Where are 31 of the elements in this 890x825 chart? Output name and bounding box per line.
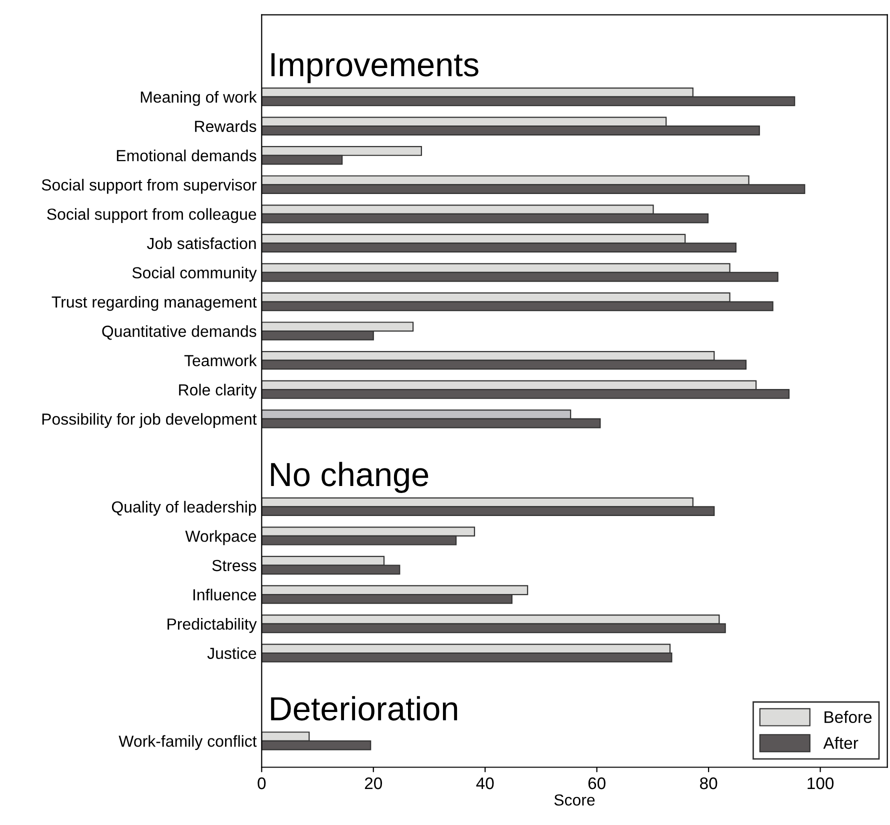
annotation: Improvements bbox=[271, 53, 478, 84]
y-tick-label: Workpace bbox=[185, 530, 256, 546]
y-tick-label: Social support from colleague bbox=[47, 208, 256, 224]
annotation: Deterioration bbox=[271, 696, 458, 721]
y-tick-label: Meaning of work bbox=[140, 91, 257, 106]
x-tick-label: 0 bbox=[258, 777, 266, 790]
y-tick-label: Social community bbox=[132, 266, 257, 282]
x-tick-label: 20 bbox=[364, 777, 382, 790]
annotation: No change bbox=[271, 462, 428, 493]
y-tick-label: Teamwork bbox=[184, 354, 257, 366]
y-tick-label: Social support from supervisor bbox=[42, 178, 257, 194]
y-tick-label: Role clarity bbox=[179, 384, 257, 399]
y-tick-label: Job satisfaction bbox=[146, 237, 256, 250]
y-tick-label: Trust regarding management bbox=[52, 296, 257, 311]
x-tick-label: 100 bbox=[808, 777, 834, 790]
y-tick-label: Work-family conflict bbox=[118, 735, 257, 750]
x-tick-label: 60 bbox=[588, 777, 606, 790]
x-tick-label: 80 bbox=[700, 777, 718, 790]
y-tick-label: Rewards bbox=[195, 120, 256, 132]
y-tick-label: Quantitative demands bbox=[102, 325, 256, 340]
y-tick-label: Predictability bbox=[168, 618, 257, 633]
y-tick-label: Possibility for job development bbox=[42, 413, 257, 428]
x-tick-label: 40 bbox=[476, 777, 494, 790]
y-tick-label: Emotional demands bbox=[116, 150, 256, 162]
y-tick-label: Stress bbox=[212, 560, 256, 572]
y-tick-label: Quality of leadership bbox=[112, 500, 256, 516]
x-axis-title: Score bbox=[554, 794, 595, 806]
legend-label: After bbox=[823, 736, 858, 749]
y-tick-label: Justice bbox=[207, 647, 256, 660]
legend-label: Before bbox=[824, 710, 872, 723]
y-tick-label: Influence bbox=[193, 588, 256, 600]
